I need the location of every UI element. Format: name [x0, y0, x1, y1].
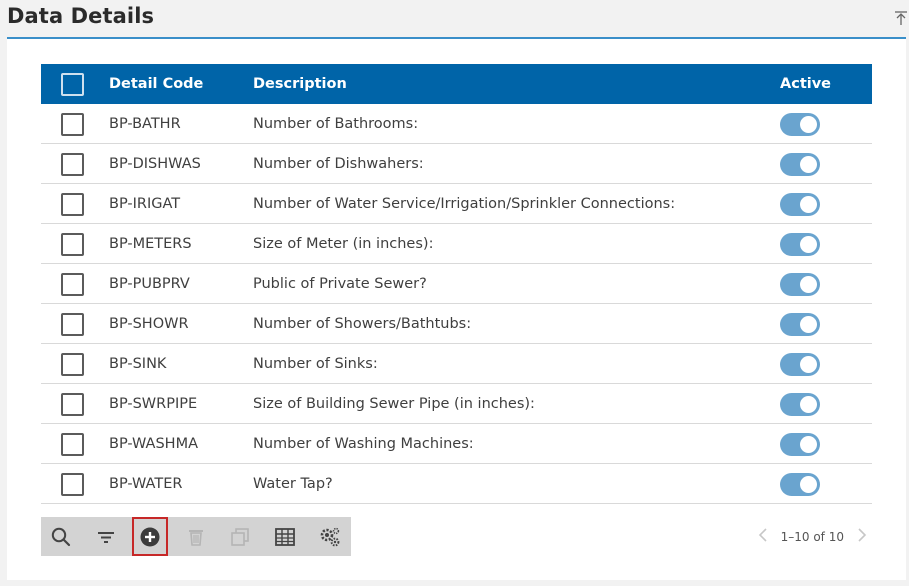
detail-code-cell: BP-SWRPIPE	[109, 396, 198, 412]
active-toggle[interactable]	[780, 433, 820, 456]
copy-icon	[231, 527, 249, 546]
detail-code-cell: BP-BATHR	[109, 116, 181, 132]
toggle-knob	[800, 436, 817, 453]
collapse-panel-button[interactable]	[894, 10, 908, 26]
active-toggle[interactable]	[780, 393, 820, 416]
detail-code-cell: BP-WASHMA	[109, 436, 199, 452]
row-checkbox[interactable]	[61, 353, 84, 376]
detail-code-cell: BP-IRIGAT	[109, 196, 181, 212]
toggle-knob	[800, 276, 817, 293]
active-toggle[interactable]	[780, 313, 820, 336]
detail-code-cell: BP-METERS	[109, 236, 192, 252]
description-cell: Number of Washing Machines:	[253, 436, 474, 452]
previous-page-button[interactable]	[755, 527, 771, 548]
description-cell: Number of Dishwahers:	[253, 156, 424, 172]
table-row[interactable]: BP-PUBPRV Public of Private Sewer?	[41, 264, 872, 304]
table-row[interactable]: BP-SINK Number of Sinks:	[41, 344, 872, 384]
row-checkbox[interactable]	[61, 193, 84, 216]
description-cell: Public of Private Sewer?	[253, 276, 427, 292]
active-toggle[interactable]	[780, 273, 820, 296]
select-all-checkbox[interactable]	[61, 73, 84, 96]
data-details-card: Detail Code Description Active BP-BATHR N…	[7, 39, 906, 580]
column-header-active[interactable]: Active	[780, 76, 832, 92]
table-row[interactable]: BP-WASHMA Number of Washing Machines:	[41, 424, 872, 464]
delete-button[interactable]	[178, 517, 214, 556]
row-checkbox[interactable]	[61, 273, 84, 296]
active-toggle[interactable]	[780, 193, 820, 216]
chevron-right-icon	[858, 527, 867, 542]
table-row[interactable]: BP-IRIGAT Number of Water Service/Irrigat…	[41, 184, 872, 224]
active-toggle[interactable]	[780, 233, 820, 256]
add-icon	[140, 527, 160, 546]
active-toggle[interactable]	[780, 153, 820, 176]
gears-icon	[320, 527, 340, 546]
detail-code-cell: BP-PUBPRV	[109, 276, 190, 292]
table-row[interactable]: BP-DISHWAS Number of Dishwahers:	[41, 144, 872, 184]
table-row[interactable]: BP-SHOWR Number of Showers/Bathtubs:	[41, 304, 872, 344]
description-cell: Number of Bathrooms:	[253, 116, 419, 132]
header-divider	[7, 37, 906, 39]
description-cell: Number of Water Service/Irrigation/Sprin…	[253, 196, 676, 212]
toggle-knob	[800, 116, 817, 133]
active-toggle[interactable]	[780, 113, 820, 136]
table-columns-icon	[275, 527, 295, 546]
row-checkbox[interactable]	[61, 393, 84, 416]
filter-icon	[98, 531, 114, 543]
settings-button[interactable]	[312, 517, 348, 556]
row-checkbox[interactable]	[61, 153, 84, 176]
active-toggle[interactable]	[780, 473, 820, 496]
toggle-knob	[800, 356, 817, 373]
pagination: 1–10 of 10	[755, 526, 870, 548]
description-cell: Number of Showers/Bathtubs:	[253, 316, 472, 332]
row-checkbox[interactable]	[61, 313, 84, 336]
table-row[interactable]: BP-WATER Water Tap?	[41, 464, 872, 504]
table-row[interactable]: BP-SWRPIPE Size of Building Sewer Pipe (i…	[41, 384, 872, 424]
detail-code-cell: BP-SINK	[109, 356, 167, 372]
search-button[interactable]	[43, 517, 79, 556]
data-details-table: Detail Code Description Active BP-BATHR N…	[41, 64, 872, 504]
chevron-left-icon	[758, 527, 767, 542]
table-row[interactable]: BP-BATHR Number of Bathrooms:	[41, 104, 872, 144]
collapse-up-icon	[895, 11, 907, 25]
description-cell: Water Tap?	[253, 476, 333, 492]
description-cell: Number of Sinks:	[253, 356, 378, 372]
row-checkbox[interactable]	[61, 473, 84, 496]
page-range-text: 1–10 of 10	[780, 530, 844, 544]
columns-button[interactable]	[267, 517, 303, 556]
table-body: BP-BATHR Number of Bathrooms: BP-DISHWAS Nu…	[41, 104, 872, 504]
row-checkbox[interactable]	[61, 233, 84, 256]
table-header: Detail Code Description Active	[41, 64, 872, 104]
trash-icon	[189, 529, 203, 546]
column-header-description[interactable]: Description	[253, 76, 347, 92]
panel-header: Data Details	[0, 0, 909, 40]
next-page-button[interactable]	[854, 527, 870, 548]
toggle-knob	[800, 316, 817, 333]
row-checkbox[interactable]	[61, 433, 84, 456]
filter-button[interactable]	[88, 517, 124, 556]
row-checkbox[interactable]	[61, 113, 84, 136]
detail-code-cell: BP-SHOWR	[109, 316, 189, 332]
search-icon	[51, 527, 71, 546]
active-toggle[interactable]	[780, 353, 820, 376]
copy-button[interactable]	[222, 517, 258, 556]
detail-code-cell: BP-WATER	[109, 476, 183, 492]
toggle-knob	[800, 196, 817, 213]
table-row[interactable]: BP-METERS Size of Meter (in inches):	[41, 224, 872, 264]
add-button[interactable]	[132, 517, 168, 556]
description-cell: Size of Building Sewer Pipe (in inches):	[253, 396, 535, 412]
detail-code-cell: BP-DISHWAS	[109, 156, 201, 172]
grid-toolbar	[41, 517, 351, 556]
toggle-knob	[800, 476, 817, 493]
description-cell: Size of Meter (in inches):	[253, 236, 434, 252]
toggle-knob	[800, 156, 817, 173]
toggle-knob	[800, 396, 817, 413]
toggle-knob	[800, 236, 817, 253]
column-header-detail-code[interactable]: Detail Code	[109, 76, 204, 92]
page-title: Data Details	[7, 4, 155, 28]
